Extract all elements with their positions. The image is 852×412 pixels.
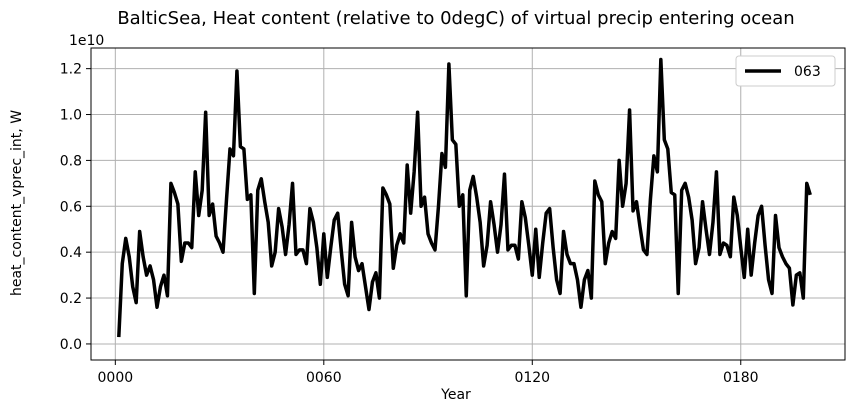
chart-title: BalticSea, Heat content (relative to 0de… xyxy=(117,8,794,29)
legend-box xyxy=(735,55,836,87)
x-tick-label: 0180 xyxy=(723,370,759,386)
y-axis-ticks: 0.0 0.2 0.4 0.6 0.8 1.0 1.2 xyxy=(60,62,91,353)
grid xyxy=(91,48,845,360)
y-tick-label: 0.8 xyxy=(60,153,82,169)
legend-label-063: 063 xyxy=(794,64,821,80)
x-tick-label: 0060 xyxy=(306,370,342,386)
y-tick-label: 0.4 xyxy=(60,245,82,261)
y-tick-label: 0.6 xyxy=(60,199,82,215)
y-offset-text: 1e10 xyxy=(69,33,104,49)
y-tick-label: 1.2 xyxy=(60,62,82,78)
y-tick-label: 0.0 xyxy=(60,337,82,353)
y-axis-label: heat_content_vprec_int, W xyxy=(9,110,25,296)
x-axis-ticks: 0000 0060 0120 0180 xyxy=(98,360,759,386)
x-tick-label: 0000 xyxy=(98,370,134,386)
legend: 063 xyxy=(735,55,836,87)
plot-frame xyxy=(90,47,846,361)
x-tick-label: 0120 xyxy=(514,370,550,386)
x-axis-label: Year xyxy=(440,387,471,403)
y-tick-label: 1.0 xyxy=(60,108,82,124)
series-line-063 xyxy=(117,57,812,338)
y-tick-label: 0.2 xyxy=(60,291,82,307)
